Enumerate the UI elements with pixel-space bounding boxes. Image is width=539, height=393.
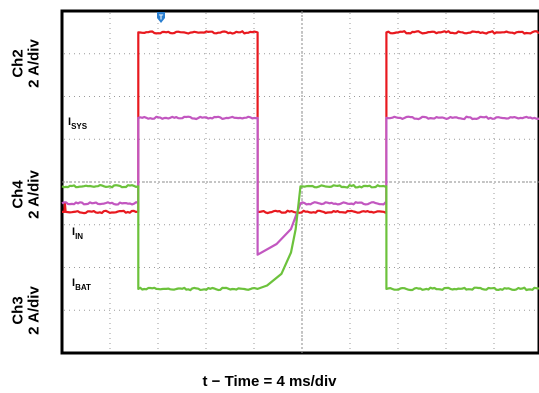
ch2-axis-label-top: Ch2	[9, 49, 27, 78]
trigger-marker-letter: T	[159, 15, 164, 22]
ch3-axis-label-bottom: 2 A/div	[25, 286, 43, 335]
grid	[62, 11, 539, 353]
ch2-axis-label-bottom: 2 A/div	[25, 39, 43, 88]
x-axis-label: t − Time = 4 ms/div	[202, 373, 337, 390]
traces	[61, 30, 539, 292]
trigger-marker: T	[157, 12, 165, 23]
ch4-axis-label-bottom: 2 A/div	[25, 170, 43, 219]
ch4-axis-label-top: Ch4	[9, 180, 27, 209]
trace-ch3	[61, 184, 539, 292]
trigger-marker-shape	[157, 12, 165, 23]
ch3-axis-label-top: Ch3	[9, 296, 27, 325]
signal-label-ch4: IIN	[72, 226, 83, 241]
